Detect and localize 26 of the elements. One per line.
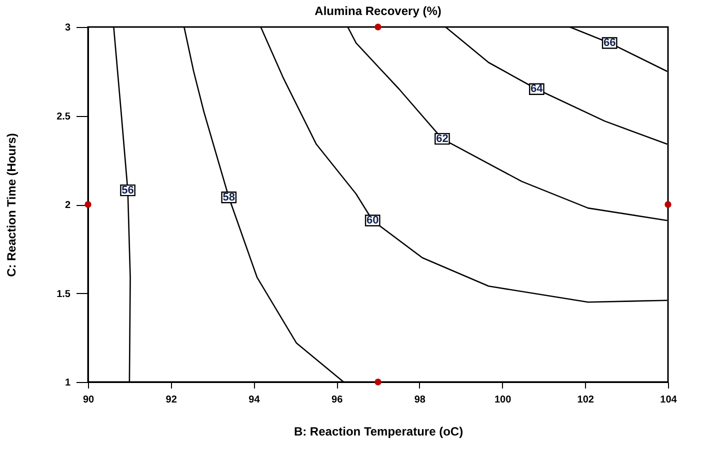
series-label: 56 [122,184,134,196]
x-tick-label: 94 [248,394,260,406]
y-tick-label: 2 [64,200,71,211]
x-tick-label: 90 [82,394,94,406]
x-tick-label: 92 [166,394,178,406]
y-tick-label: 1.5 [56,288,71,300]
y-tick-label: 1 [64,378,71,388]
x-tick-label: 98 [414,394,426,406]
x-axis-title: B: Reaction Temperature (oC) [294,424,464,438]
series-label: 58 [222,191,235,204]
series-label: 62 [436,132,448,145]
series-label: 66 [603,36,616,49]
x-tick-label: 102 [577,394,594,406]
y-tick-label: 2.5 [56,111,71,122]
x-tick-label: 104 [660,394,678,406]
y-tick-label: 3 [64,22,71,34]
point [84,201,92,208]
series-label: 64 [530,83,544,96]
x-tick-label: 96 [332,394,344,406]
chart-title: Alumina Recovery (%) [314,4,442,18]
series-label: 60 [366,214,379,226]
y-axis-title: C: Reaction Time (Hours) [4,133,19,277]
point [664,201,672,208]
point [374,24,382,30]
x-tick-label: 100 [494,394,512,406]
point [374,378,382,386]
